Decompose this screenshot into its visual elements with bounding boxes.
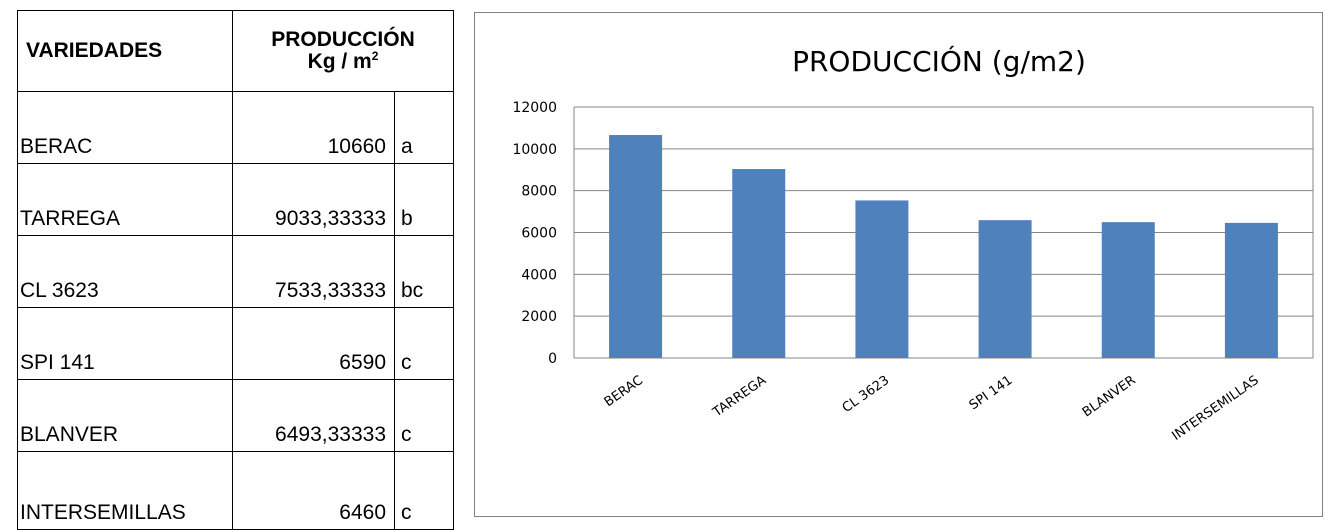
variety-cell: TARREGA xyxy=(17,163,233,236)
variety-cell: INTERSEMILLAS xyxy=(17,451,233,530)
production-value-cell: 6590 xyxy=(232,307,395,380)
group-letter-cell: b xyxy=(394,163,454,236)
production-value-cell: 7533,33333 xyxy=(232,235,395,308)
production-value-cell: 6493,33333 xyxy=(232,379,395,452)
table-header-row: VARIEDADES PRODUCCIÓN Kg / m2 xyxy=(17,10,454,92)
x-tick-label: BERAC xyxy=(602,373,646,410)
y-tick-label: 0 xyxy=(548,351,557,367)
group-letter-cell: c xyxy=(394,379,454,452)
group-letter-cell: bc xyxy=(394,235,454,308)
group-letter-cell: c xyxy=(394,451,454,530)
x-tick-label: INTERSEMILLAS xyxy=(1169,373,1261,444)
y-tick-label: 12000 xyxy=(512,100,557,116)
header-produccion-exponent: 2 xyxy=(371,49,379,63)
y-tick-label: 4000 xyxy=(521,267,557,283)
bar xyxy=(732,169,786,358)
variety-cell: SPI 141 xyxy=(17,307,233,380)
header-variedades: VARIEDADES xyxy=(17,10,233,92)
y-tick-label: 8000 xyxy=(521,184,557,200)
x-tick-label: CL 3623 xyxy=(840,373,892,416)
chart-gridlines xyxy=(573,106,1314,359)
production-table: VARIEDADES PRODUCCIÓN Kg / m2 BERAC 10660… xyxy=(17,10,454,530)
variety-cell: BERAC xyxy=(17,91,233,164)
y-tick-label: 2000 xyxy=(521,309,557,325)
x-axis-ticks: BERAC TARREGA CL 3623 SPI 141 BLANVER INTERSE… xyxy=(602,373,1262,444)
y-tick-label: 6000 xyxy=(521,226,557,242)
chart-bars xyxy=(609,135,1278,358)
variety-cell: BLANVER xyxy=(17,379,233,452)
chart-title: PRODUCCIÓN (g/m2) xyxy=(792,44,1086,78)
table-row: TARREGA 9033,33333 b xyxy=(17,163,454,236)
bar xyxy=(855,200,909,358)
group-letter-cell: c xyxy=(394,307,454,380)
x-tick-label: BLANVER xyxy=(1080,373,1139,420)
bar xyxy=(1101,222,1155,358)
production-value-cell: 10660 xyxy=(232,91,395,164)
bar xyxy=(1224,222,1278,358)
table-row: SPI 141 6590 c xyxy=(17,307,454,380)
production-value-cell: 9033,33333 xyxy=(232,163,395,236)
table-row: BERAC 10660 a xyxy=(17,91,454,164)
bar-chart: PRODUCCIÓN (g/m2) 0 2000 4000 6000 8000 10000… xyxy=(512,44,1314,444)
y-tick-label: 10000 xyxy=(512,142,557,158)
x-tick-label: SPI 141 xyxy=(967,373,1016,413)
table-row: BLANVER 6493,33333 c xyxy=(17,379,454,452)
y-axis-ticks: 0 2000 4000 6000 8000 10000 12000 xyxy=(512,100,557,367)
table-row: INTERSEMILLAS 6460 c xyxy=(17,451,454,530)
bar xyxy=(978,220,1032,358)
variety-cell: CL 3623 xyxy=(17,235,233,308)
production-value-cell: 6460 xyxy=(232,451,395,530)
bar xyxy=(609,135,663,358)
x-tick-label: TARREGA xyxy=(710,373,770,421)
header-produccion: PRODUCCIÓN Kg / m2 xyxy=(232,10,454,92)
group-letter-cell: a xyxy=(394,91,454,164)
header-produccion-line1: PRODUCCIÓN xyxy=(271,28,415,51)
chart-area: PRODUCCIÓN (g/m2) 0 2000 4000 6000 8000 10000… xyxy=(474,12,1323,517)
table-row: CL 3623 7533,33333 bc xyxy=(17,235,454,308)
header-produccion-unit: Kg / m xyxy=(307,50,372,73)
